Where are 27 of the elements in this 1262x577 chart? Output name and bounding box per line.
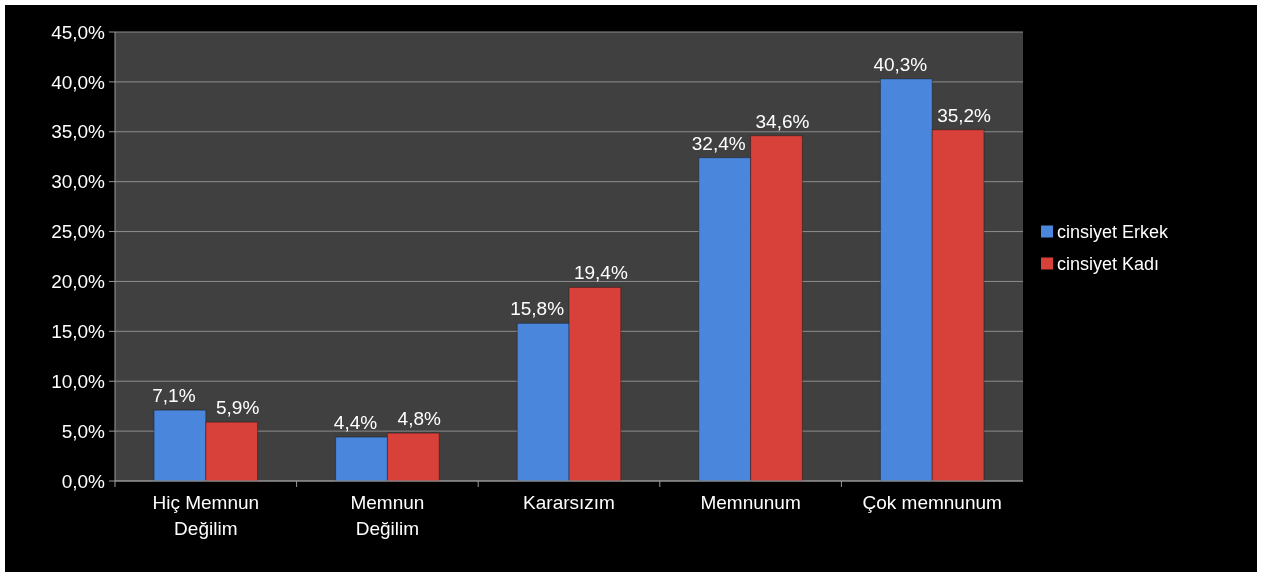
data-label: 34,6% — [755, 110, 810, 132]
y-tick-label: 45,0% — [51, 21, 106, 43]
data-label: 15,8% — [510, 298, 565, 320]
data-label: 4,4% — [333, 412, 378, 434]
x-tick-label: Hiç Memnun Değilim — [152, 492, 260, 539]
y-tick-label: 40,0% — [51, 71, 106, 93]
y-tick-label: 15,0% — [51, 320, 106, 342]
data-label: 32,4% — [691, 132, 746, 154]
legend-label: cinsiyet Erkek — [1057, 221, 1170, 242]
y-tick-label: 30,0% — [51, 171, 106, 193]
data-label: 40,3% — [873, 53, 928, 75]
x-tick-label: Memnun Değilim — [350, 492, 425, 539]
data-label: 35,2% — [937, 104, 992, 126]
x-tick-label: Kararsızım — [523, 492, 615, 513]
x-tick-label: Çok memnunum — [862, 492, 1002, 513]
data-label: 7,1% — [152, 385, 196, 407]
data-label: 4,8% — [397, 408, 442, 430]
y-tick-label: 0,0% — [61, 470, 106, 492]
data-label: 5,9% — [216, 397, 260, 419]
data-label: 19,4% — [573, 262, 628, 284]
y-tick-label: 20,0% — [51, 271, 106, 293]
y-tick-label: 25,0% — [51, 221, 106, 243]
y-tick-label: 10,0% — [51, 370, 106, 392]
y-tick-label: 35,0% — [51, 121, 106, 143]
x-tick-label: Memnunum — [700, 492, 801, 513]
legend-label: cinsiyet Kadı — [1057, 253, 1160, 274]
y-tick-label: 5,0% — [61, 420, 106, 442]
